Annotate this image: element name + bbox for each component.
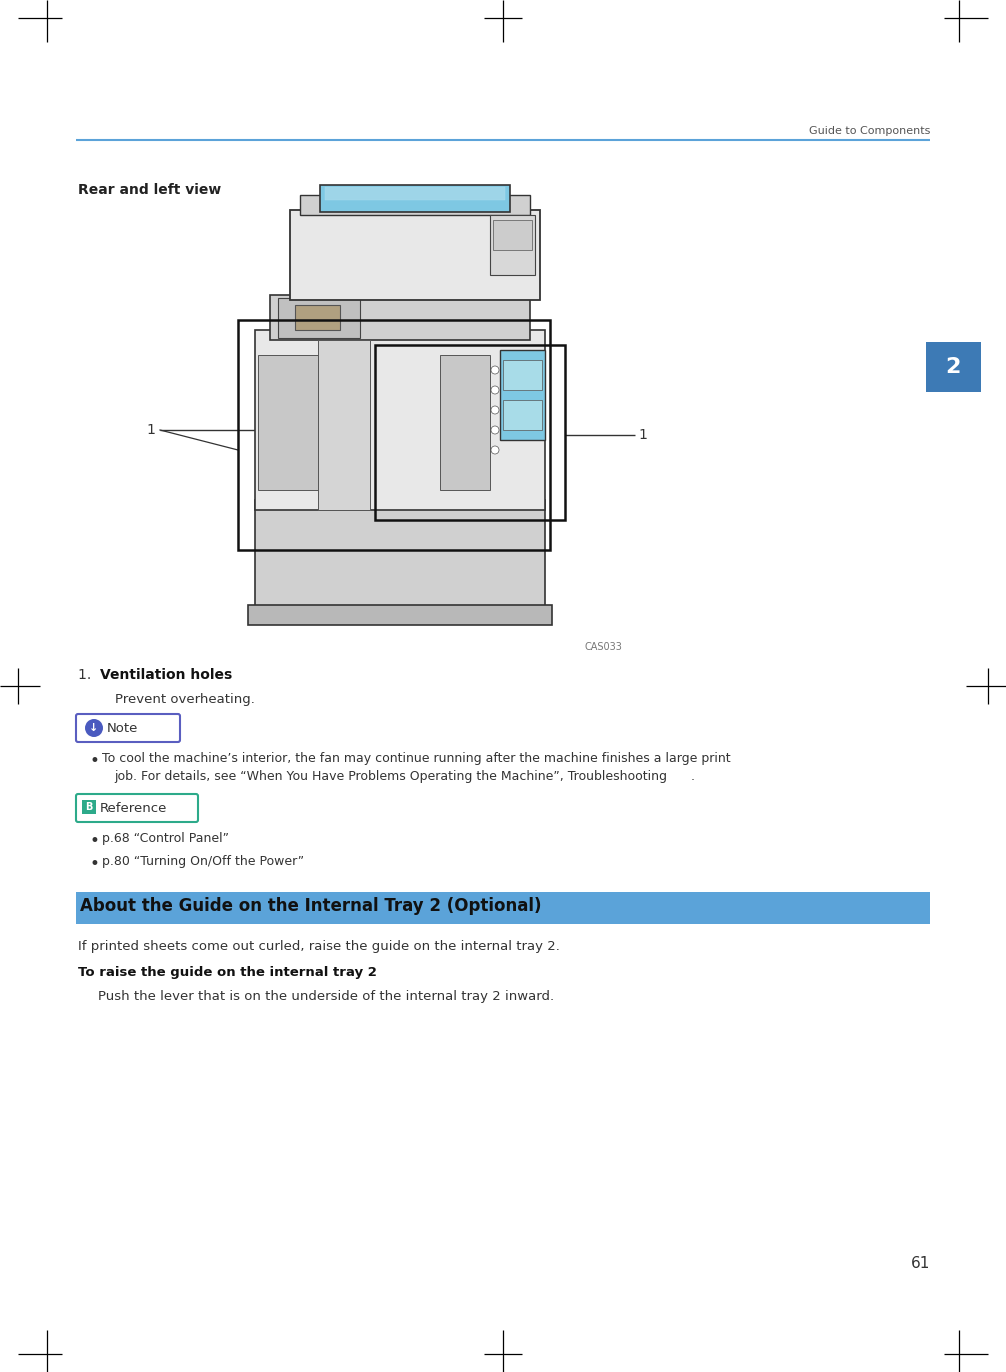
Text: 1: 1 [146,423,155,438]
Text: p.68 “Control Panel”: p.68 “Control Panel” [102,831,229,845]
Bar [76,921,930,923]
Text: Rear and left view: Rear and left view [78,182,221,198]
Text: job. For details, see “When You Have Problems Operating the Machine”, Troublesho: job. For details, see “When You Have Pro… [114,770,695,783]
Text: B: B [86,803,93,812]
Polygon shape [300,195,530,215]
Text: Note: Note [107,722,139,734]
Text: 1: 1 [638,428,647,442]
FancyBboxPatch shape [76,794,198,822]
Text: About the Guide on the Internal Tray 2 (Optional): About the Guide on the Internal Tray 2 (… [80,897,541,915]
Polygon shape [255,499,545,611]
Text: Ventilation holes: Ventilation holes [100,668,232,682]
Text: If printed sheets come out curled, raise the guide on the internal tray 2.: If printed sheets come out curled, raise… [78,940,560,954]
Text: 61: 61 [910,1255,930,1270]
Text: 2: 2 [946,357,961,377]
Text: CAS033: CAS033 [585,642,623,652]
FancyBboxPatch shape [76,713,180,742]
Polygon shape [325,187,505,200]
Polygon shape [270,295,530,340]
Circle shape [85,719,103,737]
Text: ↓: ↓ [90,723,99,733]
Text: Push the lever that is on the underside of the internal tray 2 inward.: Push the lever that is on the underside … [98,991,554,1003]
Polygon shape [320,185,510,213]
Text: •: • [90,752,100,770]
Circle shape [491,425,499,434]
Bar [375,344,565,520]
Polygon shape [290,210,540,300]
Circle shape [491,446,499,454]
Bar [238,320,550,550]
Bar [82,800,96,814]
Circle shape [491,406,499,414]
Text: p.80 “Turning On/Off the Power”: p.80 “Turning On/Off the Power” [102,855,304,868]
Text: Reference: Reference [100,801,167,815]
Polygon shape [295,305,340,331]
Text: To cool the machine’s interior, the fan may continue running after the machine f: To cool the machine’s interior, the fan … [102,752,730,766]
Bar [76,892,930,921]
Polygon shape [493,220,532,250]
Circle shape [491,366,499,375]
Polygon shape [248,605,552,626]
Polygon shape [440,355,490,490]
Polygon shape [503,401,542,429]
Text: 1.: 1. [78,668,100,682]
Polygon shape [255,331,545,510]
Polygon shape [278,298,360,338]
Text: •: • [90,855,100,873]
Text: Guide to Components: Guide to Components [809,126,930,136]
Polygon shape [503,359,542,390]
Polygon shape [318,340,370,510]
Text: Prevent overheating.: Prevent overheating. [115,693,255,707]
Polygon shape [500,350,545,440]
Polygon shape [258,355,318,490]
Bar [926,342,981,392]
Polygon shape [490,215,535,274]
Text: To raise the guide on the internal tray 2: To raise the guide on the internal tray … [78,966,377,980]
Text: •: • [90,831,100,851]
Circle shape [491,386,499,394]
